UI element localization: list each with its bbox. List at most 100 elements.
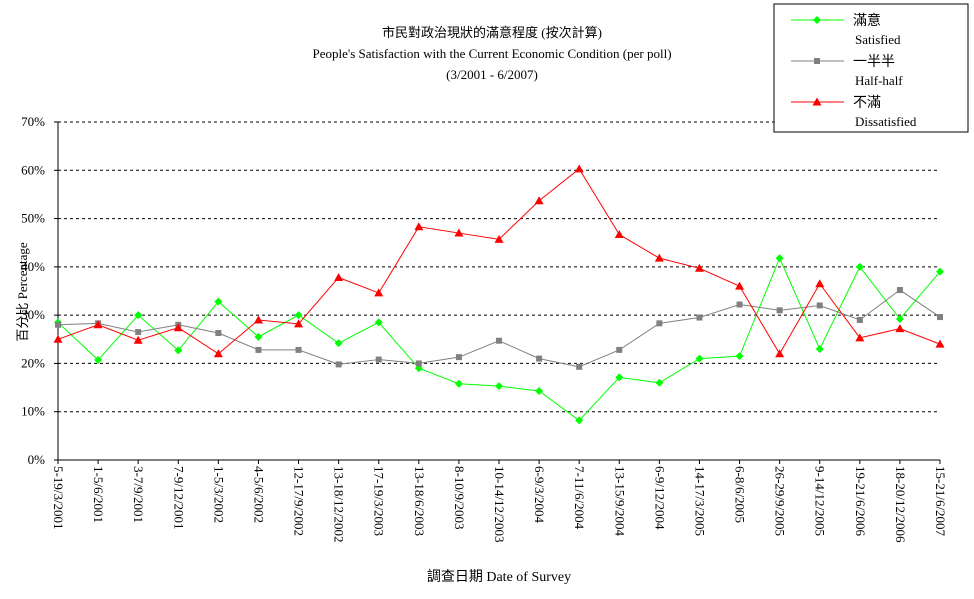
chart-subtitle: People's Satisfaction with the Current E…	[312, 46, 672, 61]
x-tick-label: 3-7/9/2001	[131, 466, 146, 523]
data-point	[93, 320, 103, 329]
data-point	[494, 234, 504, 243]
data-point	[495, 382, 503, 391]
data-point	[334, 272, 344, 281]
data-point	[576, 363, 583, 370]
chart-title: 市民對政治現狀的滿意程度 (按次計算)	[382, 25, 602, 40]
x-tick-label: 9-14/12/2005	[813, 466, 828, 536]
data-point	[213, 349, 223, 358]
legend-item: 滿意 Satisfied	[791, 12, 901, 47]
data-point	[254, 332, 263, 341]
data-point	[534, 196, 544, 205]
data-point	[135, 329, 142, 336]
x-tick-label: 6-9/3/2004	[532, 466, 547, 524]
data-point	[574, 164, 584, 173]
x-tick-label: 13-15/9/2004	[612, 466, 627, 537]
data-point	[616, 346, 623, 353]
x-tick-label: 13-18/12/2002	[332, 466, 347, 543]
x-axis-label: 調查日期 Date of Survey	[427, 569, 571, 585]
data-point	[736, 301, 743, 308]
x-tick-label: 8-10/9/2003	[452, 466, 467, 530]
data-point	[936, 267, 944, 276]
legend-label-en: Satisfied	[855, 32, 901, 47]
legend-box	[773, 3, 969, 133]
data-point	[855, 262, 864, 271]
x-tick-label: 5-19/3/2001	[51, 466, 66, 530]
data-point	[937, 314, 943, 321]
data-point	[695, 354, 704, 363]
series-dissatisfied	[53, 164, 945, 358]
y-tick-label: 70%	[21, 114, 45, 129]
data-point	[335, 361, 342, 368]
x-tick-label: 12-17/9/2002	[292, 466, 307, 536]
data-point	[896, 287, 903, 294]
data-point	[173, 323, 183, 332]
data-point	[94, 356, 103, 365]
data-point	[696, 314, 703, 321]
y-tick-label: 40%	[21, 259, 45, 274]
x-tick-label: 1-5/3/2002	[211, 466, 226, 523]
data-point	[575, 416, 584, 425]
x-tick-label: 10-14/12/2003	[492, 466, 507, 543]
data-point	[374, 318, 383, 327]
y-tick-label: 10%	[21, 404, 45, 419]
legend-label: 滿意	[853, 12, 881, 29]
data-point	[615, 373, 624, 382]
data-point	[334, 339, 343, 348]
data-point	[654, 253, 664, 262]
data-point	[935, 339, 945, 348]
legend-label: 一半半	[853, 54, 895, 70]
x-tick-label: 18-20/12/2006	[893, 466, 908, 543]
data-point	[496, 337, 502, 344]
y-tick-label: 0%	[28, 452, 46, 467]
data-point	[855, 333, 865, 342]
data-point	[53, 334, 63, 343]
data-point	[895, 324, 905, 333]
data-point	[55, 321, 61, 328]
x-tick-label: 26-29/9/2005	[773, 466, 788, 536]
data-point	[815, 279, 825, 288]
legend-swatch-marker	[814, 58, 820, 64]
y-tick-label: 30%	[21, 307, 45, 322]
series-half-half	[55, 287, 943, 370]
data-point	[735, 352, 744, 361]
y-tick-label: 60%	[21, 162, 45, 177]
chart-period: (3/2001 - 6/2007)	[446, 67, 538, 82]
x-tick-label: 19-21/6/2006	[853, 466, 868, 537]
y-tick-label: 20%	[21, 355, 45, 370]
legend-label-en: Dissatisfied	[855, 114, 917, 129]
data-point	[815, 344, 824, 353]
data-point	[454, 228, 464, 237]
legend-item: 一半半 Half-half	[791, 54, 903, 88]
legend-swatch-marker	[813, 16, 821, 24]
data-point	[655, 378, 664, 387]
data-point	[454, 379, 463, 388]
legend: 滿意 Satisfied 一半半 Half-half 不滿 Dissatisfied	[773, 3, 969, 133]
series-line	[57, 289, 941, 368]
data-point	[215, 330, 222, 337]
data-point	[214, 297, 223, 306]
x-tick-label: 6-8/6/2005	[733, 466, 748, 523]
data-point	[536, 355, 543, 362]
y-axis-label: 百分比 Percentage	[15, 242, 30, 342]
data-point	[414, 222, 424, 231]
data-point	[775, 254, 784, 263]
data-point	[614, 230, 624, 239]
y-tick-labels: 0% 10% 20% 30% 40% 50% 60% 70%	[21, 114, 45, 467]
x-tick-label: 6-9/12/2004	[652, 466, 667, 530]
data-point	[253, 315, 263, 324]
legend-label-en: Half-half	[855, 73, 903, 88]
data-point	[294, 311, 303, 320]
data-point	[374, 288, 384, 297]
series-lines	[53, 164, 945, 425]
data-point	[174, 346, 183, 355]
data-point	[656, 320, 663, 327]
data-point	[255, 346, 262, 353]
gridlines	[58, 121, 940, 413]
data-point	[294, 319, 304, 328]
x-tick-label: 13-18/6/2003	[412, 466, 427, 536]
legend-swatch-marker	[812, 97, 822, 106]
x-tick-label: 7-11/6/2004	[572, 466, 587, 530]
x-tick-label: 4-5/6/2002	[251, 466, 266, 523]
data-point	[856, 316, 863, 323]
